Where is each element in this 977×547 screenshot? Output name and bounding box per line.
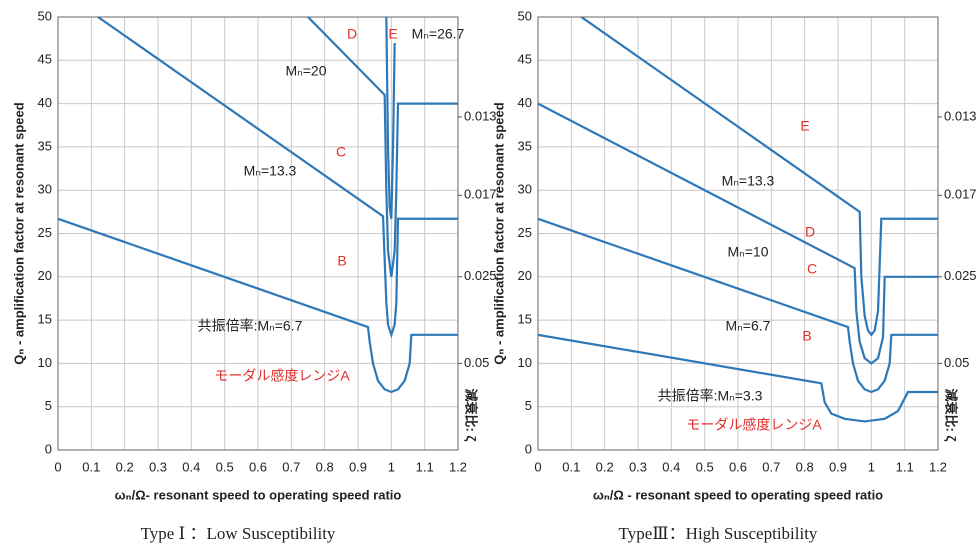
- y2-tick-label: 0.05: [464, 355, 489, 370]
- caption: Type Ⅰ ：Low Susceptibility: [141, 524, 336, 543]
- x-axis-label: ωₙ/Ω- resonant speed to operating speed …: [115, 487, 402, 502]
- x-tick-label: 0.2: [596, 459, 614, 474]
- x-tick-label: 0.9: [829, 459, 847, 474]
- x-tick-label: 1.2: [929, 459, 947, 474]
- y2-axis-label: 減衰比: ζ: [464, 389, 479, 442]
- y2-tick-label: 0.05: [944, 355, 969, 370]
- annotation: Mₙ=26.7: [412, 26, 465, 42]
- line: [538, 333, 938, 423]
- x-tick-label: 0.2: [116, 459, 134, 474]
- x-tick-label: 0.3: [149, 459, 167, 474]
- y-tick-label: 35: [518, 138, 532, 153]
- x-tick-label: 1.1: [416, 459, 434, 474]
- y-tick-label: 50: [38, 8, 52, 23]
- annotation: モーダル感度レンジA: [686, 417, 822, 433]
- x-tick-label: 0.5: [696, 459, 714, 474]
- line: [307, 17, 458, 277]
- y-tick-label: 45: [518, 52, 532, 67]
- annotation: B: [337, 253, 346, 269]
- x-tick-label: 0.4: [182, 459, 200, 474]
- annotation: C: [336, 144, 346, 160]
- y2-tick-label: 0.025: [944, 268, 977, 283]
- y-tick-label: 10: [38, 355, 52, 370]
- chart: 0 0.1 0.2 0.3 0.4 0.5 0.6 0.7 0.8 0.9 1 1.1 1.2 0 5 10 1…: [491, 8, 976, 542]
- plot-frame: [57, 16, 459, 451]
- x-tick-label: 1: [868, 459, 875, 474]
- y-tick-label: 15: [518, 312, 532, 327]
- y-tick-label: 40: [518, 95, 532, 110]
- plot-frame: [537, 16, 939, 451]
- annotation: D: [805, 224, 815, 240]
- annotation: Mₙ=13.3: [722, 173, 775, 189]
- y-tick-label: 30: [38, 182, 52, 197]
- x-tick-label: 1.2: [449, 459, 467, 474]
- annotation: Mₙ=10: [728, 244, 769, 260]
- annotation: モーダル感度レンジA: [214, 368, 350, 384]
- line: [538, 217, 938, 394]
- x-tick-label: 0.3: [629, 459, 647, 474]
- annotation: B: [802, 328, 811, 344]
- x-tick-label: 0.7: [762, 459, 780, 474]
- x-tick-label: 1: [388, 459, 395, 474]
- line: [97, 17, 458, 339]
- annotation: E: [800, 118, 809, 134]
- annotation: 共振倍率:Mₙ=3.3: [658, 388, 763, 404]
- y-tick-label: 50: [518, 8, 532, 23]
- line: [58, 217, 458, 394]
- y-tick-label: 5: [45, 398, 52, 413]
- chart: 0 0.1 0.2 0.3 0.4 0.5 0.6 0.7 0.8 0.9 1 1.1 1.2 0 5 10 1…: [11, 8, 496, 542]
- x-tick-label: 0.8: [316, 459, 334, 474]
- y-tick-label: 20: [518, 268, 532, 283]
- y-axis-label: Qₙ - amplification factor at resonant sp…: [491, 102, 506, 364]
- y-tick-label: 25: [518, 225, 532, 240]
- line: [580, 17, 938, 337]
- y-axis-label: Qₙ - amplification factor at resonant sp…: [11, 102, 26, 364]
- y2-tick-label: 0.017: [944, 187, 977, 202]
- annotation: Mₙ=20: [286, 63, 327, 79]
- annotation: E: [388, 26, 397, 42]
- x-tick-label: 0.5: [216, 459, 234, 474]
- y-tick-label: 0: [45, 441, 52, 456]
- y-tick-label: 25: [38, 225, 52, 240]
- caption: TypeⅢ：High Susceptibility: [619, 524, 818, 543]
- x-tick-label: 0.6: [249, 459, 267, 474]
- x-tick-label: 0: [54, 459, 61, 474]
- line: [538, 102, 938, 365]
- x-tick-label: 0.6: [729, 459, 747, 474]
- line: [385, 17, 396, 219]
- y-tick-label: 45: [38, 52, 52, 67]
- x-tick-label: 0.1: [562, 459, 580, 474]
- annotation: D: [347, 26, 357, 42]
- y-tick-label: 5: [525, 398, 532, 413]
- y-tick-label: 30: [518, 182, 532, 197]
- y2-tick-label: 0.017: [464, 187, 497, 202]
- y2-tick-label: 0.013: [944, 108, 977, 123]
- y-tick-label: 20: [38, 268, 52, 283]
- y-tick-label: 15: [38, 312, 52, 327]
- y-tick-label: 10: [518, 355, 532, 370]
- x-axis-label: ωₙ/Ω - resonant speed to operating speed…: [593, 487, 883, 502]
- x-tick-label: 0.9: [349, 459, 367, 474]
- annotation: C: [807, 261, 817, 277]
- annotation: Mₙ=13.3: [244, 163, 297, 179]
- y2-tick-label: 0.013: [464, 108, 497, 123]
- x-tick-label: 0.8: [796, 459, 814, 474]
- y-tick-label: 35: [38, 138, 52, 153]
- y2-axis-label: 減衰比: ζ: [944, 389, 959, 442]
- x-tick-label: 0: [534, 459, 541, 474]
- x-tick-label: 1.1: [896, 459, 914, 474]
- x-tick-label: 0.1: [82, 459, 100, 474]
- y2-tick-label: 0.025: [464, 268, 497, 283]
- x-tick-label: 0.4: [662, 459, 680, 474]
- y-tick-label: 0: [525, 441, 532, 456]
- annotation: 共振倍率:Mₙ=6.7: [198, 318, 303, 334]
- x-tick-label: 0.7: [282, 459, 300, 474]
- y-tick-label: 40: [38, 95, 52, 110]
- annotation: Mₙ=6.7: [726, 318, 771, 334]
